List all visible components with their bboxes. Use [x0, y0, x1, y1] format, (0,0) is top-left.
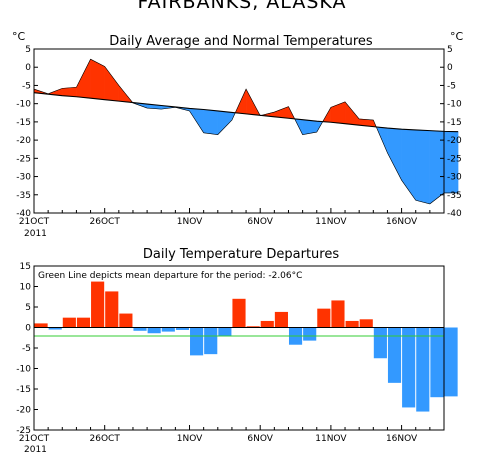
- top-ytick-left-label: -40: [16, 209, 31, 219]
- bottom-xtick-label: 16NOV: [386, 434, 418, 444]
- top-ytick-left-label: -15: [16, 118, 31, 128]
- top-ytick-left-label: -35: [16, 191, 31, 201]
- top-right-unit-label: °C: [450, 30, 464, 43]
- departure-bar-11: [190, 327, 204, 356]
- top-ytick-right-label: -10: [447, 100, 462, 110]
- bottom-year-label: 2011: [24, 445, 47, 454]
- departure-bar-27: [416, 327, 430, 412]
- bottom-xtick-label: 21OCT: [19, 434, 50, 444]
- top-ytick-right-label: 0: [447, 63, 453, 73]
- top-ytick-right-label: -5: [447, 81, 456, 91]
- top-ytick-left-label: 0: [25, 63, 31, 73]
- departure-bar-8: [147, 327, 161, 334]
- bottom-ytick-label: 5: [25, 303, 31, 313]
- average-normal-chart: Daily Average and Normal Temperatures °C…: [12, 30, 464, 239]
- departure-bar-6: [119, 313, 133, 328]
- top-ytick-right-label: -25: [447, 154, 462, 164]
- departure-bar-1: [48, 327, 62, 330]
- departure-bar-3: [76, 317, 91, 328]
- bottom-xtick-label: 11NOV: [315, 434, 347, 444]
- top-xtick-label: 11NOV: [315, 217, 347, 227]
- departure-fill-segment-27-0: [415, 129, 431, 205]
- departure-fill-segment-25-0: [387, 127, 402, 181]
- top-ytick-left-label: -30: [16, 173, 31, 183]
- departure-bar-29: [444, 327, 458, 397]
- departure-fill-segment-12-0: [203, 109, 218, 135]
- bottom-ytick-label: -10: [16, 365, 31, 375]
- top-plot-frame: [33, 48, 445, 214]
- normal-temperature-line: [33, 92, 459, 133]
- departure-bar-19: [303, 327, 317, 341]
- bottom-chart-title: Daily Temperature Departures: [143, 247, 339, 262]
- departure-fill-segment-26-0: [401, 128, 416, 201]
- top-ytick-left-label: -20: [16, 136, 31, 146]
- departure-chart: Daily Temperature Departures Green Line …: [16, 247, 458, 454]
- departure-bar-26: [402, 327, 416, 408]
- bottom-ytick-label: 0: [25, 324, 31, 334]
- departure-bar-12: [204, 327, 218, 355]
- departure-bar-7: [133, 327, 147, 331]
- departure-bar-21: [331, 300, 345, 328]
- departure-bar-23: [359, 319, 373, 328]
- departure-bar-13: [218, 327, 232, 337]
- top-ytick-right-label: -40: [447, 209, 462, 219]
- top-ytick-right-label: -30: [447, 173, 462, 183]
- departure-fill-segment-21-0: [330, 101, 346, 124]
- departure-bars: [34, 281, 458, 412]
- departure-bar-15: [246, 326, 260, 328]
- departure-bar-9: [161, 327, 175, 332]
- bottom-ytick-label: -20: [16, 406, 31, 416]
- top-chart-title: Daily Average and Normal Temperatures: [109, 34, 373, 49]
- top-xtick-label: 1NOV: [177, 217, 203, 227]
- bottom-ytick-label: -25: [16, 426, 31, 436]
- top-ytick-left-label: -5: [22, 81, 31, 91]
- departure-fill-segment-28-0: [429, 130, 445, 205]
- bottom-ytick-label: 10: [20, 283, 32, 293]
- departure-bar-24: [373, 327, 387, 359]
- top-xtick-label: 16NOV: [386, 217, 418, 227]
- average-temperature-line: [33, 58, 459, 205]
- mean-departure-annotation: Green Line depicts mean departure for th…: [38, 271, 302, 281]
- top-ytick-right-label: -20: [447, 136, 462, 146]
- top-year-label: 2011: [24, 229, 47, 239]
- bottom-ytick-label: 15: [20, 262, 31, 272]
- departure-fill-segment-22-0: [344, 101, 360, 126]
- departure-bar-17: [274, 311, 288, 328]
- top-ytick-left-label: 5: [25, 45, 31, 55]
- departure-fill-segment-5-0: [104, 65, 120, 102]
- top-xtick-label: 26OCT: [90, 217, 121, 227]
- departure-bar-14: [232, 298, 246, 328]
- departure-bar-0: [34, 323, 48, 328]
- bottom-xtick-label: 26OCT: [90, 434, 121, 444]
- departure-bar-2: [62, 317, 76, 328]
- page-title: FAIRBANKS, ALASKA: [137, 0, 347, 13]
- departure-bar-22: [345, 320, 359, 328]
- bottom-xtick-label: 1NOV: [177, 434, 203, 444]
- top-ytick-right-label: 5: [447, 45, 453, 55]
- departure-bar-16: [260, 320, 274, 328]
- top-ytick-left-label: -25: [16, 154, 31, 164]
- departure-fill-segment-3-0: [76, 59, 91, 99]
- departure-fill-areas: [33, 58, 459, 205]
- departure-bar-28: [430, 327, 444, 398]
- bottom-ytick-label: -5: [22, 344, 31, 354]
- top-left-unit-label: °C: [12, 30, 26, 43]
- top-axis-ticks: 5 5 0 0 -5 -5 -10 -10 -15 -15 -20 -20 -25 -25 -30 -30 -3…: [16, 45, 462, 227]
- top-xtick-label: 21OCT: [19, 217, 50, 227]
- top-ytick-left-label: -10: [16, 100, 31, 110]
- departure-bar-25: [387, 327, 402, 383]
- top-ytick-right-label: -35: [447, 191, 462, 201]
- departure-bar-5: [105, 291, 119, 328]
- top-ytick-right-label: -15: [447, 118, 462, 128]
- bottom-xtick-label: 6NOV: [247, 434, 273, 444]
- departure-fill-segment-13-0: [217, 110, 233, 136]
- bottom-ytick-label: -15: [16, 385, 31, 395]
- departure-bar-10: [175, 327, 190, 330]
- departure-bar-4: [91, 281, 105, 328]
- top-xtick-label: 6NOV: [247, 217, 273, 227]
- departure-bar-20: [317, 308, 331, 328]
